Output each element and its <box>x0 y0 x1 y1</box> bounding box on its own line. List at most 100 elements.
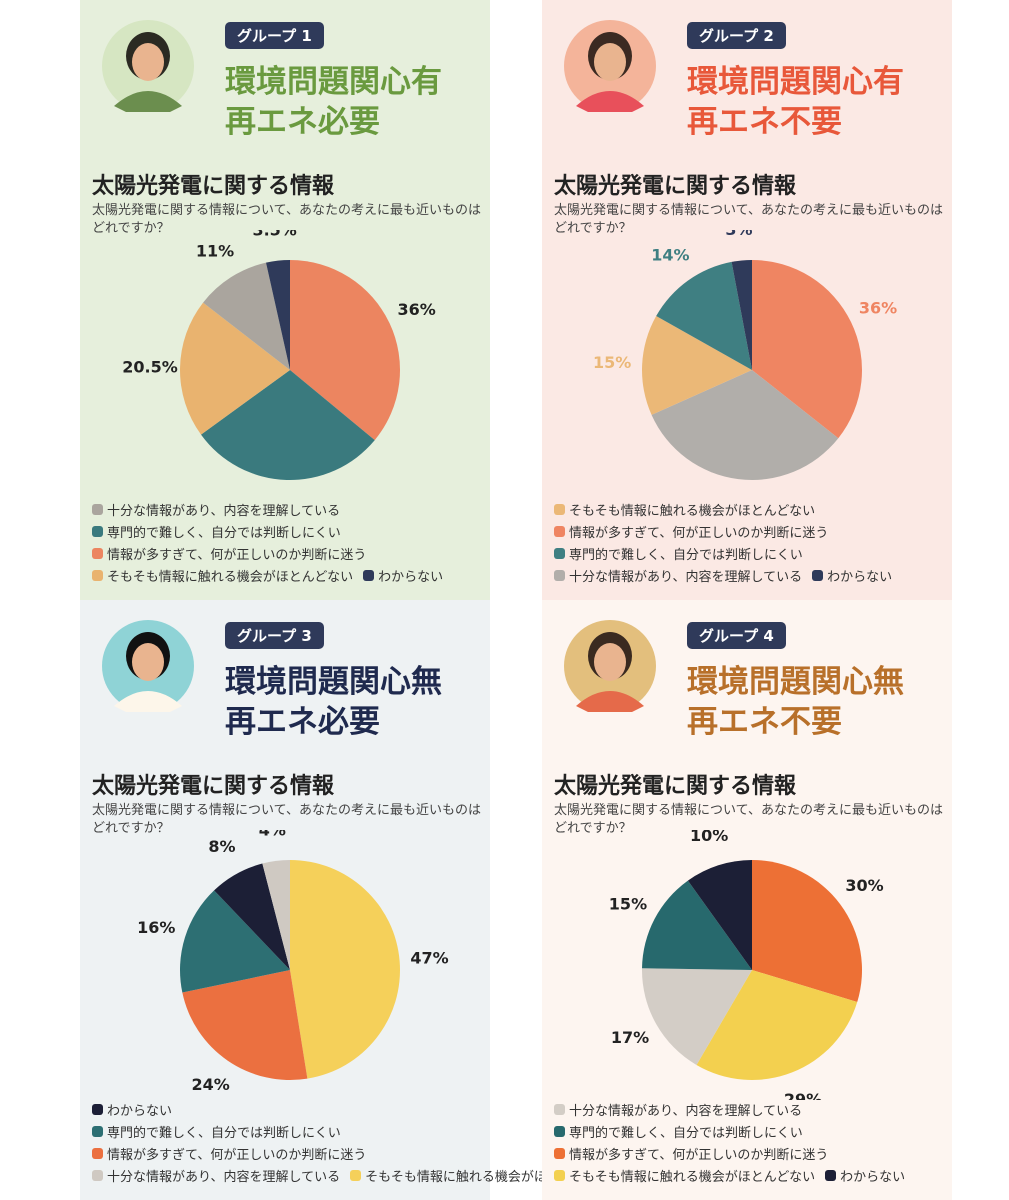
pie-slice <box>180 890 290 993</box>
legend-label: わからない <box>840 1169 906 1185</box>
legend-swatch <box>554 547 565 559</box>
legend-label: 情報が多すぎて、何が正しいのか判断に迷う <box>107 547 367 563</box>
group-badge: グループ 3 <box>225 622 324 649</box>
value-label: 3% <box>725 230 752 239</box>
avatar <box>564 620 656 712</box>
legend-item: 情報が多すぎて、何が正しいのか判断に迷う <box>554 1144 828 1163</box>
legend-row: そもそも情報に触れる機会がほとんどない わからない <box>92 564 443 586</box>
legend-swatch <box>92 525 103 537</box>
heading-line: 環境問題関心有 <box>225 64 442 100</box>
legend-swatch <box>554 1103 565 1115</box>
legend-item: 十分な情報があり、内容を理解している <box>92 1166 340 1185</box>
legend-item: そもそも情報に触れる機会がほとんどない <box>92 566 353 585</box>
heading-line: 再エネ必要 <box>225 704 380 740</box>
legend-swatch <box>92 569 103 581</box>
legend-row: 情報が多すぎて、何が正しいのか判断に迷う <box>554 1142 905 1164</box>
heading-line: 環境問題関心無 <box>225 664 442 700</box>
avatar-face <box>132 43 164 81</box>
chart-title: 太陽光発電に関する情報 <box>92 774 335 799</box>
legend-swatch <box>825 1169 837 1181</box>
pie-slice <box>752 860 862 1003</box>
pie-slice <box>290 260 401 441</box>
legend-swatch <box>554 1169 565 1181</box>
avatar <box>564 20 656 112</box>
legend-item: そもそも情報に触れる機会がほとんどない <box>554 500 815 519</box>
value-label: 11% <box>196 241 234 260</box>
avatar-body <box>576 691 644 712</box>
pie-chart: 30% 29% 17% 15% 10% <box>609 830 884 1100</box>
avatar-face <box>594 43 626 81</box>
chart-title: 太陽光発電に関する情報 <box>554 774 797 799</box>
legend-label: わからない <box>107 1103 173 1119</box>
avatar-body <box>576 91 644 112</box>
heading-line: 再エネ不要 <box>687 704 842 740</box>
legend-label: 十分な情報があり、内容を理解している <box>107 1169 341 1185</box>
legend-item: 十分な情報があり、内容を理解している <box>554 566 802 585</box>
legend-swatch <box>554 1147 565 1159</box>
legend-label: 十分な情報があり、内容を理解している <box>107 503 341 519</box>
pie-slice <box>266 260 290 370</box>
legend-item: 十分な情報があり、内容を理解している <box>92 500 340 519</box>
pie-chart: 36% 33% 15% 14% 3% <box>593 230 897 500</box>
value-label: 3.5% <box>252 230 296 239</box>
value-label: 16% <box>137 918 175 937</box>
pie-slice <box>201 370 375 480</box>
legend: 十分な情報があり、内容を理解している 専門的で難しく、自分では判断しにくい 情報が多… <box>554 1098 905 1186</box>
pie-slice <box>642 968 752 1065</box>
value-label: 36% <box>859 298 897 317</box>
legend-row: 情報が多すぎて、何が正しいのか判断に迷う <box>92 1142 611 1164</box>
legend-swatch <box>554 525 565 537</box>
legend-label: 専門的で難しく、自分では判断しにくい <box>569 547 803 563</box>
value-label: 47% <box>410 948 448 967</box>
legend-swatch <box>92 1125 103 1137</box>
chart-subtitle: 太陽光発電に関する情報について、あなたの考えに最も近いものはどれですか？ <box>554 203 943 236</box>
pie-slice <box>203 262 290 370</box>
value-label: 15% <box>609 895 647 914</box>
pie-slice <box>731 260 752 370</box>
pie-chart: 47% 24% 16% 8% 4% <box>137 830 449 1094</box>
avatar-face <box>132 643 164 681</box>
value-label: 4% <box>259 830 286 840</box>
legend-swatch <box>92 503 103 515</box>
legend-item: わからない <box>812 566 892 585</box>
heading-line: 再エネ不要 <box>687 104 842 140</box>
avatar-face <box>594 643 626 681</box>
value-label: 33% <box>715 498 753 500</box>
legend-item: 専門的で難しく、自分では判断しにくい <box>92 1122 341 1141</box>
legend-label: そもそも情報に触れる機会がほとんどない <box>107 569 354 585</box>
value-label: 14% <box>651 246 689 265</box>
legend-item: わからない <box>92 1100 172 1119</box>
avatar <box>102 20 194 112</box>
chart-title: 太陽光発電に関する情報 <box>554 174 797 199</box>
pie-chart: 36% 29% 20.5% 11% 3.5% <box>122 230 436 500</box>
legend-item: 情報が多すぎて、何が正しいのか判断に迷う <box>554 522 828 541</box>
legend-swatch <box>554 569 565 581</box>
legend-item: 十分な情報があり、内容を理解している <box>554 1100 802 1119</box>
group-heading: 環境問題関心有 再エネ必要 <box>225 62 442 142</box>
panel: グループ 1 環境問題関心有 再エネ必要 太陽光発電に関する情報 太陽光発電に関する情報… <box>80 0 490 600</box>
legend: わからない専門的で難しく、自分では判断しにくい 情報が多すぎて、何が正しいのか判断… <box>92 1098 611 1186</box>
value-label: 8% <box>208 837 235 856</box>
legend-swatch <box>92 1147 103 1159</box>
legend-label: わからない <box>378 569 444 585</box>
group-heading: 環境問題関心無 再エネ必要 <box>225 662 442 742</box>
pie-slice <box>642 880 752 970</box>
legend-swatch <box>363 569 375 581</box>
value-label: 24% <box>191 1075 229 1094</box>
legend-swatch <box>554 1125 565 1137</box>
legend-row: 十分な情報があり、内容を理解している <box>92 498 443 520</box>
legend-row: 専門的で難しく、自分では判断しにくい <box>554 542 892 564</box>
chart-subtitle: 太陽光発電に関する情報について、あなたの考えに最も近いものはどれですか？ <box>554 803 943 836</box>
legend: 十分な情報があり、内容を理解している 専門的で難しく、自分では判断しにくい 情報が多… <box>92 498 443 586</box>
legend-row: 十分な情報があり、内容を理解している わからない <box>554 564 892 586</box>
group-heading: 環境問題関心無 再エネ不要 <box>687 662 904 742</box>
value-label: 10% <box>690 830 728 845</box>
chart-title: 太陽光発電に関する情報 <box>92 174 335 199</box>
pie-slice <box>642 315 752 415</box>
legend-swatch <box>812 569 824 581</box>
pie-slice <box>656 261 752 370</box>
legend-row: 情報が多すぎて、何が正しいのか判断に迷う <box>92 542 443 564</box>
chart-subtitle: 太陽光発電に関する情報について、あなたの考えに最も近いものはどれですか？ <box>92 203 481 236</box>
pie-slice <box>290 860 400 1079</box>
